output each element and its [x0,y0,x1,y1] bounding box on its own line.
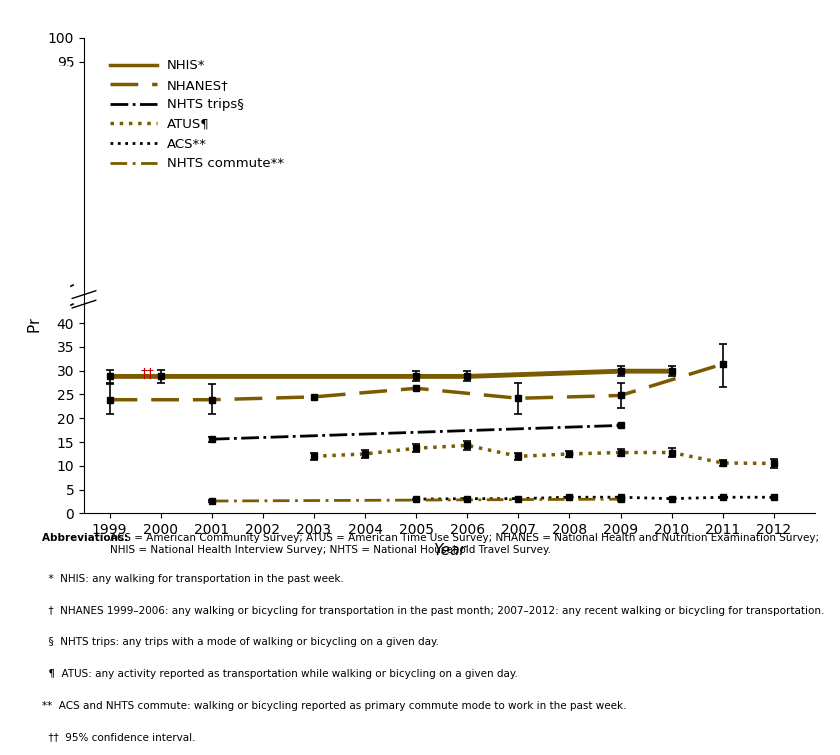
Text: ††: †† [140,367,154,381]
Text: ††  95% confidence interval.: †† 95% confidence interval. [42,732,196,742]
Y-axis label: Prevalence (%): Prevalence (%) [28,218,42,333]
X-axis label: Year: Year [433,543,465,558]
Text: Abbreviations:: Abbreviations: [42,533,132,543]
Bar [25,66,70,319]
Text: ¶  ATUS: any activity reported as transportation while walking or bicycling on a: ¶ ATUS: any activity reported as transpo… [42,669,518,679]
Text: ACS = American Community Survey; ATUS = American Time Use Survey; NHANES = Natio: ACS = American Community Survey; ATUS = … [110,533,819,555]
Text: **  ACS and NHTS commute: walking or bicycling reported as primary commute mode : ** ACS and NHTS commute: walking or bicy… [42,701,627,710]
Text: *  NHIS: any walking for transportation in the past week.: * NHIS: any walking for transportation i… [42,574,344,584]
Legend: NHIS*, NHANES†, NHTS trips§, ATUS¶, ACS**, NHTS commute**: NHIS*, NHANES†, NHTS trips§, ATUS¶, ACS*… [105,54,290,175]
Text: §  NHTS trips: any trips with a mode of walking or bicycling on a given day.: § NHTS trips: any trips with a mode of w… [42,637,439,647]
Text: †  NHANES 1999–2006: any walking or bicycling for transportation in the past mon: † NHANES 1999–2006: any walking or bicyc… [42,606,824,615]
